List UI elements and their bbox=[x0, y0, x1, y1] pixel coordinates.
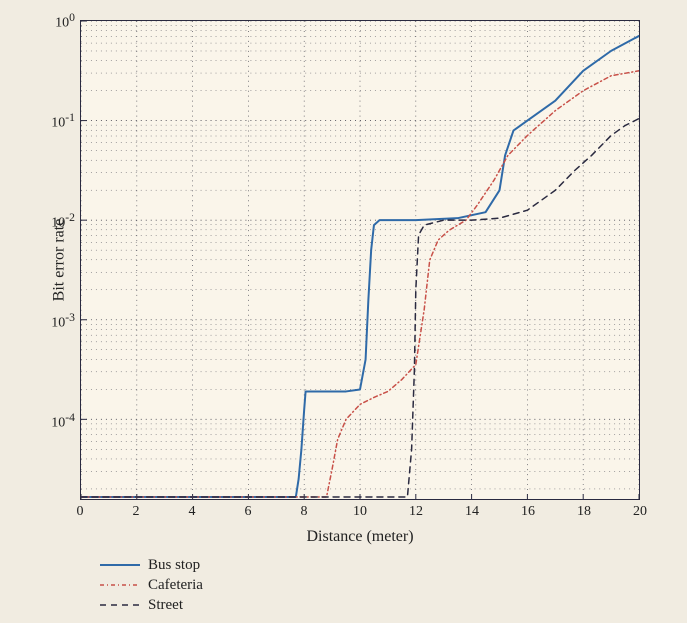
legend-item: Street bbox=[100, 595, 203, 615]
chart-figure: { "chart": { "type": "line", "background… bbox=[0, 0, 687, 623]
legend-swatch bbox=[100, 557, 140, 573]
x-tick-label: 8 bbox=[301, 504, 308, 520]
series-lines bbox=[81, 21, 639, 499]
y-tick-label: 10-2 bbox=[15, 211, 75, 232]
legend-label: Street bbox=[148, 597, 183, 614]
legend-label: Cafeteria bbox=[148, 577, 203, 594]
legend-swatch bbox=[100, 577, 140, 593]
legend-swatch bbox=[100, 597, 140, 613]
x-tick-label: 18 bbox=[577, 504, 591, 520]
x-tick-label: 16 bbox=[521, 504, 535, 520]
x-tick-label: 4 bbox=[189, 504, 196, 520]
y-tick-label: 10-1 bbox=[15, 111, 75, 132]
legend: Bus stop Cafeteria Street bbox=[100, 555, 203, 615]
x-tick-label: 20 bbox=[633, 504, 647, 520]
x-tick-label: 6 bbox=[245, 504, 252, 520]
y-tick-label: 10-3 bbox=[15, 311, 75, 332]
x-tick-label: 0 bbox=[77, 504, 84, 520]
x-tick-label: 10 bbox=[353, 504, 367, 520]
x-tick-label: 2 bbox=[133, 504, 140, 520]
x-tick-label: 12 bbox=[409, 504, 423, 520]
x-tick-label: 14 bbox=[465, 504, 479, 520]
x-axis-label: Distance (meter) bbox=[80, 528, 640, 546]
legend-item: Cafeteria bbox=[100, 575, 203, 595]
legend-label: Bus stop bbox=[148, 557, 200, 574]
y-tick-label: 100 bbox=[15, 11, 75, 32]
y-tick-label: 10-4 bbox=[15, 411, 75, 432]
plot-area bbox=[80, 20, 640, 500]
legend-item: Bus stop bbox=[100, 555, 203, 575]
